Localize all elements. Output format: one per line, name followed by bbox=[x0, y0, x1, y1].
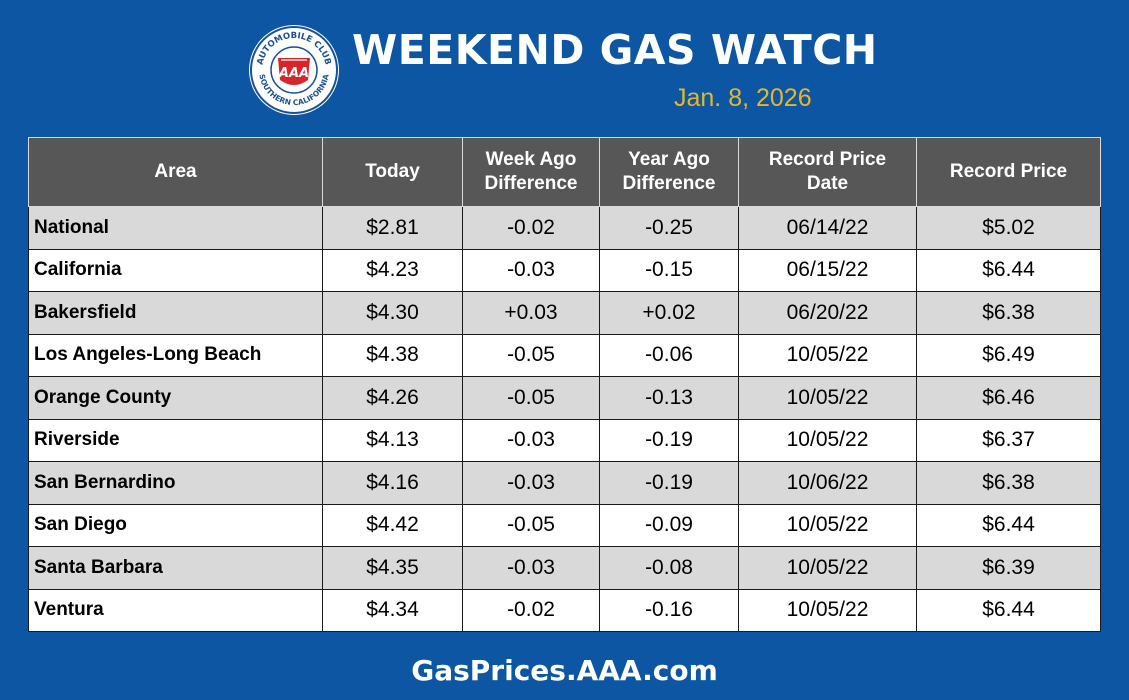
page-title: WEEKEND GAS WATCH bbox=[352, 26, 878, 74]
column-header-label: Area bbox=[154, 161, 197, 182]
table-cell: $4.38 bbox=[322, 333, 463, 377]
column-header: Year Ago Difference bbox=[599, 137, 739, 207]
logo-center-text: AAA bbox=[278, 66, 309, 81]
table-row: Los Angeles-Long Beach $4.38 -0.05 -0.06 10/… bbox=[28, 333, 1101, 377]
table-cell: -0.19 bbox=[599, 461, 739, 505]
column-header-label: Record Price bbox=[949, 161, 1068, 182]
table-cell: 10/05/22 bbox=[738, 546, 917, 590]
gas-price-table: Area Today Week Ago Difference Year Ago Diffe… bbox=[28, 137, 1101, 632]
table-header-row: Area Today Week Ago Difference Year Ago Diffe… bbox=[28, 137, 1101, 207]
table-cell: -0.25 bbox=[599, 206, 739, 250]
table-cell: -0.05 bbox=[462, 376, 600, 420]
table-cell: $4.26 bbox=[322, 376, 463, 420]
area-name-cell: Ventura bbox=[28, 588, 323, 632]
table-cell: -0.03 bbox=[462, 461, 600, 505]
table-row: San Bernardino $4.16 -0.03 -0.19 10/06/22 $6.… bbox=[28, 461, 1101, 505]
table-cell: $6.38 bbox=[916, 461, 1101, 505]
table-cell: $2.81 bbox=[322, 206, 463, 250]
column-header-label: Date bbox=[806, 173, 849, 194]
table-cell: +0.03 bbox=[462, 291, 600, 335]
table-cell: $6.46 bbox=[916, 376, 1101, 420]
area-name-cell: National bbox=[28, 206, 323, 250]
column-header-label: Week Ago bbox=[485, 149, 577, 170]
table-cell: -0.03 bbox=[462, 248, 600, 292]
table-cell: -0.06 bbox=[599, 333, 739, 377]
table-cell: -0.08 bbox=[599, 546, 739, 590]
table-cell: $6.38 bbox=[916, 291, 1101, 335]
column-header: Today bbox=[322, 137, 463, 207]
header: AUTOMOBILE CLUB SOUTHERN CALIFORNIA AAA … bbox=[0, 0, 1129, 130]
table-cell: -0.03 bbox=[462, 418, 600, 462]
aaa-logo: AUTOMOBILE CLUB SOUTHERN CALIFORNIA AAA bbox=[249, 25, 339, 115]
area-name-cell: Riverside bbox=[28, 418, 323, 462]
website-link[interactable]: GasPrices.AAA.com bbox=[411, 654, 718, 687]
table-cell: $4.30 bbox=[322, 291, 463, 335]
table-row: San Diego $4.42 -0.05 -0.09 10/05/22 $6.44 bbox=[28, 503, 1101, 547]
table-cell: $6.44 bbox=[916, 503, 1101, 547]
table-cell: 06/14/22 bbox=[738, 206, 917, 250]
table-cell: $4.35 bbox=[322, 546, 463, 590]
column-header-label: Difference bbox=[622, 173, 716, 194]
area-name-cell: San Bernardino bbox=[28, 461, 323, 505]
table-row: Orange County $4.26 -0.05 -0.13 10/05/22 $6.4… bbox=[28, 376, 1101, 420]
table-cell: -0.02 bbox=[462, 206, 600, 250]
area-name-cell: Los Angeles-Long Beach bbox=[28, 333, 323, 377]
table-cell: $4.34 bbox=[322, 588, 463, 632]
table-row: Bakersfield $4.30 +0.03 +0.02 06/20/22 $6.38 bbox=[28, 291, 1101, 335]
table-cell: -0.05 bbox=[462, 333, 600, 377]
area-name-cell: San Diego bbox=[28, 503, 323, 547]
area-name-cell: California bbox=[28, 248, 323, 292]
table-cell: $5.02 bbox=[916, 206, 1101, 250]
area-name-cell: Bakersfield bbox=[28, 291, 323, 335]
table-cell: -0.13 bbox=[599, 376, 739, 420]
table-cell: -0.19 bbox=[599, 418, 739, 462]
table-cell: -0.09 bbox=[599, 503, 739, 547]
column-header-label: Record Price bbox=[768, 149, 887, 170]
table-row: National $2.81 -0.02 -0.25 06/14/22 $5.02 bbox=[28, 206, 1101, 250]
table-cell: $4.16 bbox=[322, 461, 463, 505]
area-name-cell: Santa Barbara bbox=[28, 546, 323, 590]
table-cell: -0.05 bbox=[462, 503, 600, 547]
table-cell: $6.37 bbox=[916, 418, 1101, 462]
table-row: Riverside $4.13 -0.03 -0.19 10/05/22 $6.37 bbox=[28, 418, 1101, 462]
table-cell: $6.44 bbox=[916, 588, 1101, 632]
table-cell: -0.15 bbox=[599, 248, 739, 292]
table-cell: 10/05/22 bbox=[738, 333, 917, 377]
table-cell: -0.16 bbox=[599, 588, 739, 632]
table-cell: -0.03 bbox=[462, 546, 600, 590]
table-cell: $4.23 bbox=[322, 248, 463, 292]
table-cell: 06/20/22 bbox=[738, 291, 917, 335]
area-name-cell: Orange County bbox=[28, 376, 323, 420]
column-header-label: Today bbox=[365, 161, 420, 182]
report-date: Jan. 8, 2026 bbox=[674, 84, 812, 112]
column-header-label: Difference bbox=[484, 173, 578, 194]
table-cell: $6.39 bbox=[916, 546, 1101, 590]
table-row: Santa Barbara $4.35 -0.03 -0.08 10/05/22 $6.3… bbox=[28, 546, 1101, 590]
table-cell: $6.44 bbox=[916, 248, 1101, 292]
table-cell: $4.13 bbox=[322, 418, 463, 462]
column-header: Record Price Date bbox=[738, 137, 917, 207]
table-cell: 10/05/22 bbox=[738, 376, 917, 420]
column-header: Record Price bbox=[916, 137, 1101, 207]
table-cell: +0.02 bbox=[599, 291, 739, 335]
table-body: National $2.81 -0.02 -0.25 06/14/22 $5.02 Cali… bbox=[28, 206, 1101, 632]
table-cell: -0.02 bbox=[462, 588, 600, 632]
column-header-label: Year Ago bbox=[628, 149, 710, 170]
table-cell: 10/05/22 bbox=[738, 503, 917, 547]
table-cell: $6.49 bbox=[916, 333, 1101, 377]
column-header: Week Ago Difference bbox=[462, 137, 600, 207]
table-cell: 06/15/22 bbox=[738, 248, 917, 292]
table-row: California $4.23 -0.03 -0.15 06/15/22 $6.44 bbox=[28, 248, 1101, 292]
column-header: Area bbox=[28, 137, 323, 207]
table-row: Ventura $4.34 -0.02 -0.16 10/05/22 $6.44 bbox=[28, 588, 1101, 632]
table-cell: $4.42 bbox=[322, 503, 463, 547]
table-cell: 10/05/22 bbox=[738, 418, 917, 462]
table-cell: 10/06/22 bbox=[738, 461, 917, 505]
table-cell: 10/05/22 bbox=[738, 588, 917, 632]
